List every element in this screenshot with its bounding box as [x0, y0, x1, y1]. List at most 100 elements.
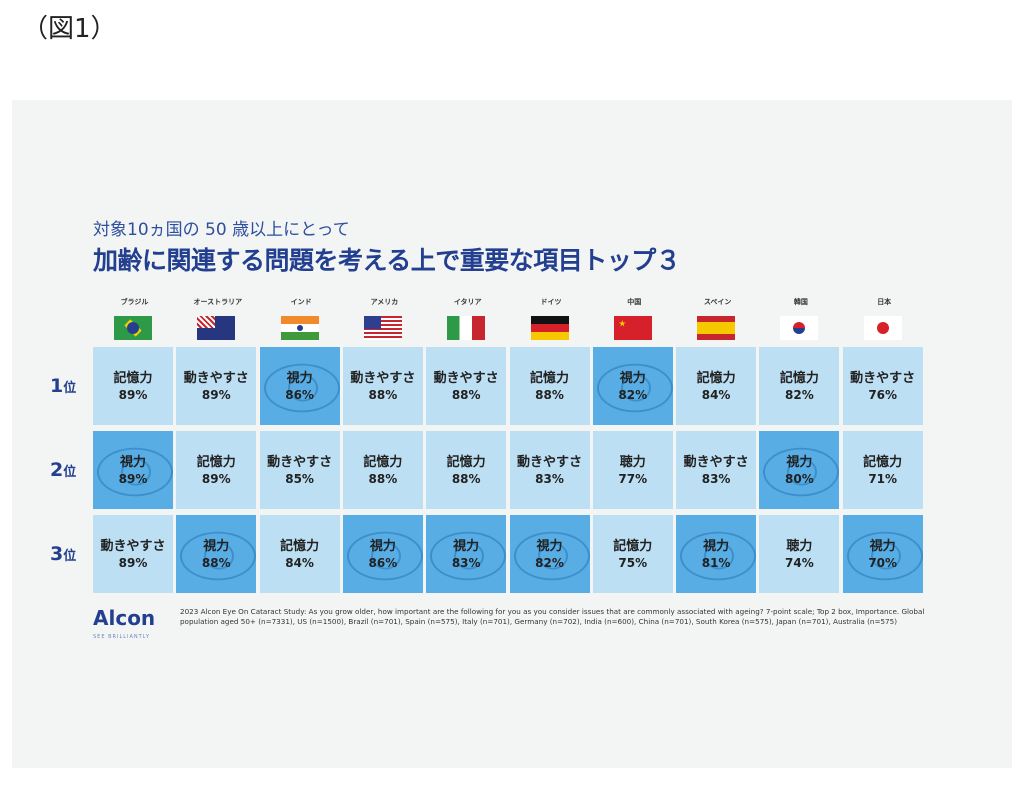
- ranking-cell: 視力 80%: [759, 431, 840, 509]
- country-label: ブラジル: [120, 298, 149, 306]
- flag-icon: [863, 316, 902, 340]
- item-percent: 85%: [285, 471, 314, 486]
- rank-label: 3位: [50, 543, 77, 565]
- country-label: イタリア: [453, 298, 482, 306]
- eye-icon: [846, 531, 923, 581]
- flag-icon: [114, 316, 152, 340]
- item-label: 動きやすさ: [267, 454, 333, 470]
- ranking-cell: 記憶力 88%: [342, 431, 423, 509]
- ranking-cell: 記憶力 84%: [259, 515, 340, 593]
- item-label: 記憶力: [529, 370, 569, 386]
- item-percent: 86%: [285, 387, 314, 402]
- country-label: ドイツ: [540, 298, 562, 306]
- subtitle: 対象10ヵ国の 50 歳以上にとって: [93, 220, 350, 240]
- ranking-cell: 動きやすさ 89%: [93, 515, 173, 593]
- flag-icon: [363, 316, 402, 340]
- eye-icon: [97, 447, 173, 497]
- rank-label: 1位: [50, 375, 77, 397]
- item-label: 動きやすさ: [183, 370, 249, 386]
- flag-icon: [697, 316, 736, 340]
- item-percent: 88%: [451, 387, 481, 402]
- item-percent: 82%: [618, 387, 648, 402]
- item-label: 視力: [786, 454, 813, 470]
- ranking-cell: 視力 82%: [509, 515, 590, 593]
- ranking-cell: 聴力 74%: [759, 515, 840, 593]
- ranking-cell: 記憶力 71%: [842, 431, 923, 509]
- item-percent: 83%: [535, 471, 564, 486]
- ranking-cell: 動きやすさ 89%: [176, 347, 257, 425]
- item-percent: 75%: [618, 555, 648, 570]
- eye-icon: [430, 531, 507, 581]
- ranking-cell: 記憶力 88%: [426, 431, 507, 509]
- page-title: 加齢に関連する問題を考える上で重要な項目トップ３: [93, 246, 681, 275]
- ranking-cell: 記憶力 75%: [592, 515, 673, 593]
- logo-tagline: SEE BRILLIANTLY: [93, 634, 150, 640]
- ranking-cell: 視力 88%: [176, 515, 257, 593]
- item-label: 視力: [286, 370, 313, 386]
- ranking-cell: 記憶力 89%: [93, 347, 173, 425]
- ranking-cell: 記憶力 82%: [759, 347, 840, 425]
- item-percent: 70%: [868, 555, 898, 570]
- ranking-cell: 視力 89%: [93, 431, 173, 509]
- item-percent: 86%: [368, 555, 398, 570]
- item-label: 記憶力: [446, 454, 486, 470]
- ranking-cell: 視力 83%: [426, 515, 507, 593]
- item-percent: 89%: [201, 471, 231, 486]
- item-percent: 89%: [118, 387, 148, 402]
- ranking-cell: 視力 86%: [342, 515, 423, 593]
- item-percent: 82%: [535, 555, 564, 570]
- item-label: 視力: [203, 538, 230, 554]
- item-percent: 71%: [868, 471, 898, 486]
- item-label: 記憶力: [196, 454, 236, 470]
- item-label: 動きやすさ: [350, 370, 416, 386]
- item-label: 記憶力: [363, 454, 403, 470]
- country-label: 韓国: [793, 298, 808, 306]
- item-percent: 76%: [868, 387, 898, 402]
- item-percent: 83%: [451, 555, 481, 570]
- item-percent: 88%: [201, 555, 231, 570]
- item-label: 視力: [453, 538, 480, 554]
- ranking-cell: 動きやすさ 88%: [342, 347, 423, 425]
- item-percent: 88%: [535, 387, 564, 402]
- alcon-logo: Alcon: [93, 606, 156, 630]
- item-label: 動きやすさ: [100, 538, 166, 554]
- item-percent: 77%: [618, 471, 648, 486]
- ranking-cell: 視力 70%: [842, 515, 923, 593]
- item-label: 視力: [536, 538, 563, 554]
- item-percent: 83%: [701, 471, 731, 486]
- item-label: 記憶力: [113, 370, 153, 386]
- ranking-cell: 記憶力 84%: [676, 347, 757, 425]
- eye-icon: [346, 531, 423, 581]
- country-label: アメリカ: [370, 298, 399, 306]
- flag-icon: [447, 316, 486, 340]
- ranking-cell: 視力 86%: [259, 347, 340, 425]
- eye-icon: [180, 531, 257, 581]
- eye-icon: [513, 531, 590, 581]
- eye-icon: [596, 363, 673, 413]
- item-label: 動きやすさ: [516, 454, 582, 470]
- item-percent: 89%: [118, 555, 148, 570]
- item-percent: 88%: [368, 387, 398, 402]
- ranking-cell: 動きやすさ 76%: [842, 347, 923, 425]
- ranking-cell: 動きやすさ 83%: [509, 431, 590, 509]
- country-label: 日本: [877, 298, 892, 306]
- item-percent: 84%: [285, 555, 314, 570]
- footnote: 2023 Alcon Eye On Cataract Study: As you…: [180, 607, 925, 626]
- item-label: 記憶力: [280, 538, 320, 554]
- item-label: 視力: [119, 454, 146, 470]
- item-percent: 88%: [368, 471, 398, 486]
- item-percent: 81%: [701, 555, 731, 570]
- flag-icon: [197, 316, 236, 340]
- country-label: スペイン: [703, 298, 732, 306]
- eye-icon: [763, 447, 840, 497]
- flag-icon: [530, 316, 569, 340]
- item-label: 記憶力: [696, 370, 736, 386]
- item-label: 視力: [619, 370, 646, 386]
- eye-icon: [263, 363, 340, 413]
- item-percent: 88%: [451, 471, 481, 486]
- ranking-cell: 動きやすさ 83%: [676, 431, 757, 509]
- ranking-cell: 動きやすさ 85%: [259, 431, 340, 509]
- item-label: 動きやすさ: [683, 454, 749, 470]
- ranking-cell: 動きやすさ 88%: [426, 347, 507, 425]
- item-label: 動きやすさ: [850, 370, 916, 386]
